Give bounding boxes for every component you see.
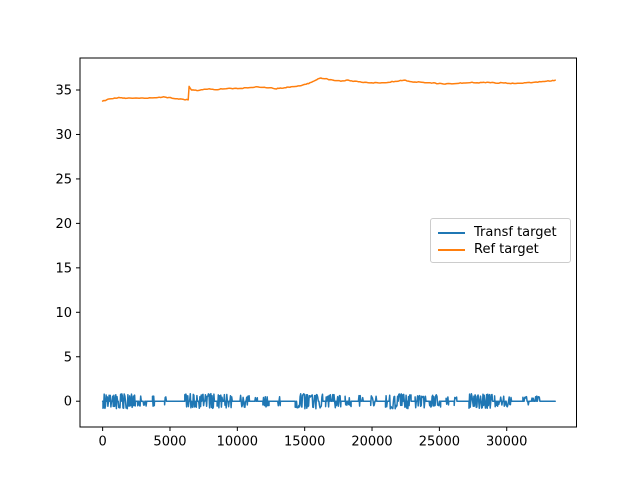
y-tick-label: 0 — [64, 395, 72, 410]
x-tick-label: 5000 — [153, 435, 186, 450]
axes-frame — [79, 57, 577, 428]
series-line-transf-target — [101, 392, 556, 410]
x-tick-label: 10000 — [217, 435, 258, 450]
y-tick-label: 30 — [55, 128, 72, 143]
x-tick-label: 30000 — [486, 435, 527, 450]
x-tick-label: 15000 — [284, 435, 325, 450]
legend-line-swatch-orange — [438, 248, 465, 251]
x-tick-label: 25000 — [419, 435, 460, 450]
y-tick-label: 35 — [55, 84, 72, 99]
legend-line-swatch-blue — [438, 231, 465, 234]
x-tick-label: 0 — [98, 435, 106, 450]
legend-item-transf-target: Transf target — [438, 224, 562, 241]
legend-label-ref-target: Ref target — [474, 242, 539, 257]
y-tick-label: 15 — [55, 261, 72, 276]
legend: Transf target Ref target — [430, 218, 571, 263]
x-tick-label: 20000 — [351, 435, 392, 450]
y-tick-label: 20 — [55, 217, 72, 232]
series-line-ref-target — [101, 77, 556, 102]
legend-label-transf-target: Transf target — [474, 225, 557, 240]
y-tick-label: 5 — [64, 350, 72, 365]
y-tick-label: 10 — [55, 306, 72, 321]
y-tick-label: 25 — [55, 172, 72, 187]
legend-item-ref-target: Ref target — [438, 241, 562, 258]
